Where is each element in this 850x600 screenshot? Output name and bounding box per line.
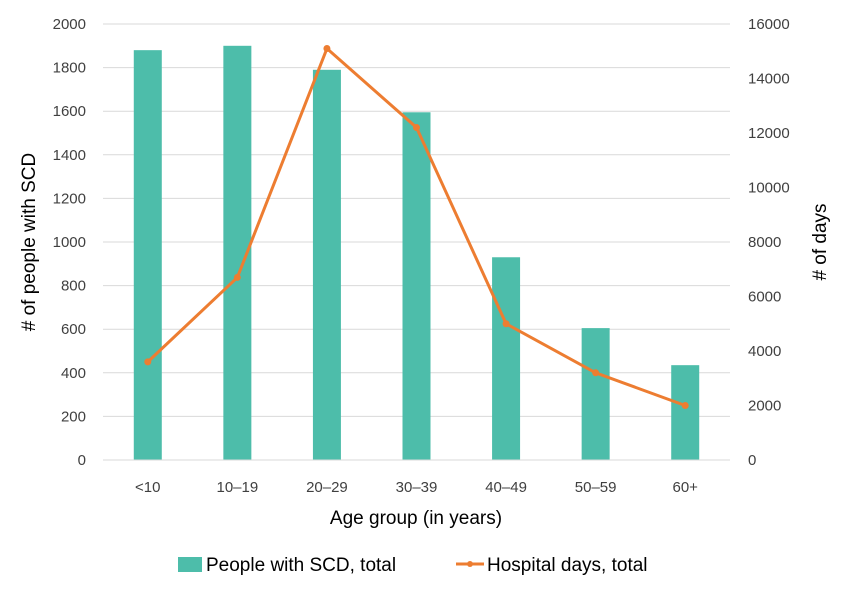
line-point [144, 358, 152, 366]
x-axis-title: Age group (in years) [330, 508, 502, 529]
y-tick-label-left: 2000 [53, 16, 86, 33]
line-point [233, 273, 241, 281]
y-tick-label-right: 4000 [748, 343, 781, 360]
bar [671, 365, 700, 460]
line-point [323, 45, 331, 53]
y-tick-label-right: 12000 [748, 125, 790, 142]
y-tick-label-right: 10000 [748, 180, 790, 197]
y-tick-label-left: 1400 [53, 147, 86, 164]
y-tick-label-right: 14000 [748, 71, 790, 88]
line-point [592, 369, 600, 377]
legend-label-line: Hospital days, total [487, 555, 648, 576]
y-tick-label-right: 6000 [748, 289, 781, 306]
y-axis-left-title: # of people with SCD [19, 153, 40, 332]
x-axis-ticks: <10 10–19 20–29 30–39 40–49 50–59 60+ [135, 479, 698, 496]
bar [492, 257, 521, 460]
y-tick-label-left: 600 [61, 321, 86, 338]
bar [312, 69, 341, 460]
line-point [413, 124, 420, 132]
line-series [144, 45, 689, 409]
bar [133, 50, 162, 460]
y-tick-label-right: 0 [748, 452, 756, 469]
y-tick-label-left: 1000 [53, 234, 86, 251]
bar [402, 112, 431, 460]
legend-swatch-bar [178, 557, 202, 572]
y-tick-label-left: 1800 [53, 60, 86, 77]
y-tick-label-left: 1200 [53, 190, 86, 207]
legend-swatch-marker [467, 561, 473, 567]
x-tick-label: 40–49 [485, 479, 527, 496]
y-tick-label-left: 200 [61, 408, 86, 425]
y-tick-label-left: 400 [61, 365, 86, 382]
x-tick-label: 50–59 [575, 479, 617, 496]
x-tick-label: 20–29 [306, 479, 348, 496]
y-tick-label-left: 800 [61, 278, 86, 295]
y-tick-label-right: 2000 [748, 398, 781, 415]
x-tick-label: 30–39 [396, 479, 438, 496]
y-tick-label-right: 8000 [748, 234, 781, 251]
y-tick-label-left: 1600 [53, 103, 86, 120]
line-point [502, 320, 510, 328]
y-axis-left-ticks: 0 200 400 600 800 1000 1200 1400 1600 1800 2000 [53, 16, 86, 469]
bar-series [133, 45, 700, 461]
legend-label-bar: People with SCD, total [206, 555, 396, 576]
y-axis-right-title: # of days [810, 203, 831, 280]
y-tick-label-left: 0 [78, 452, 86, 469]
x-tick-label: 10–19 [216, 479, 258, 496]
legend: People with SCD, total Hospital days, to… [178, 555, 648, 576]
bar [581, 328, 610, 460]
x-tick-label: <10 [135, 479, 160, 496]
line-point [681, 402, 689, 409]
y-axis-right-ticks: 0 2000 4000 6000 8000 10000 12000 14000 16000 [748, 16, 790, 469]
x-tick-label: 60+ [672, 479, 698, 496]
y-tick-label-right: 16000 [748, 16, 790, 33]
